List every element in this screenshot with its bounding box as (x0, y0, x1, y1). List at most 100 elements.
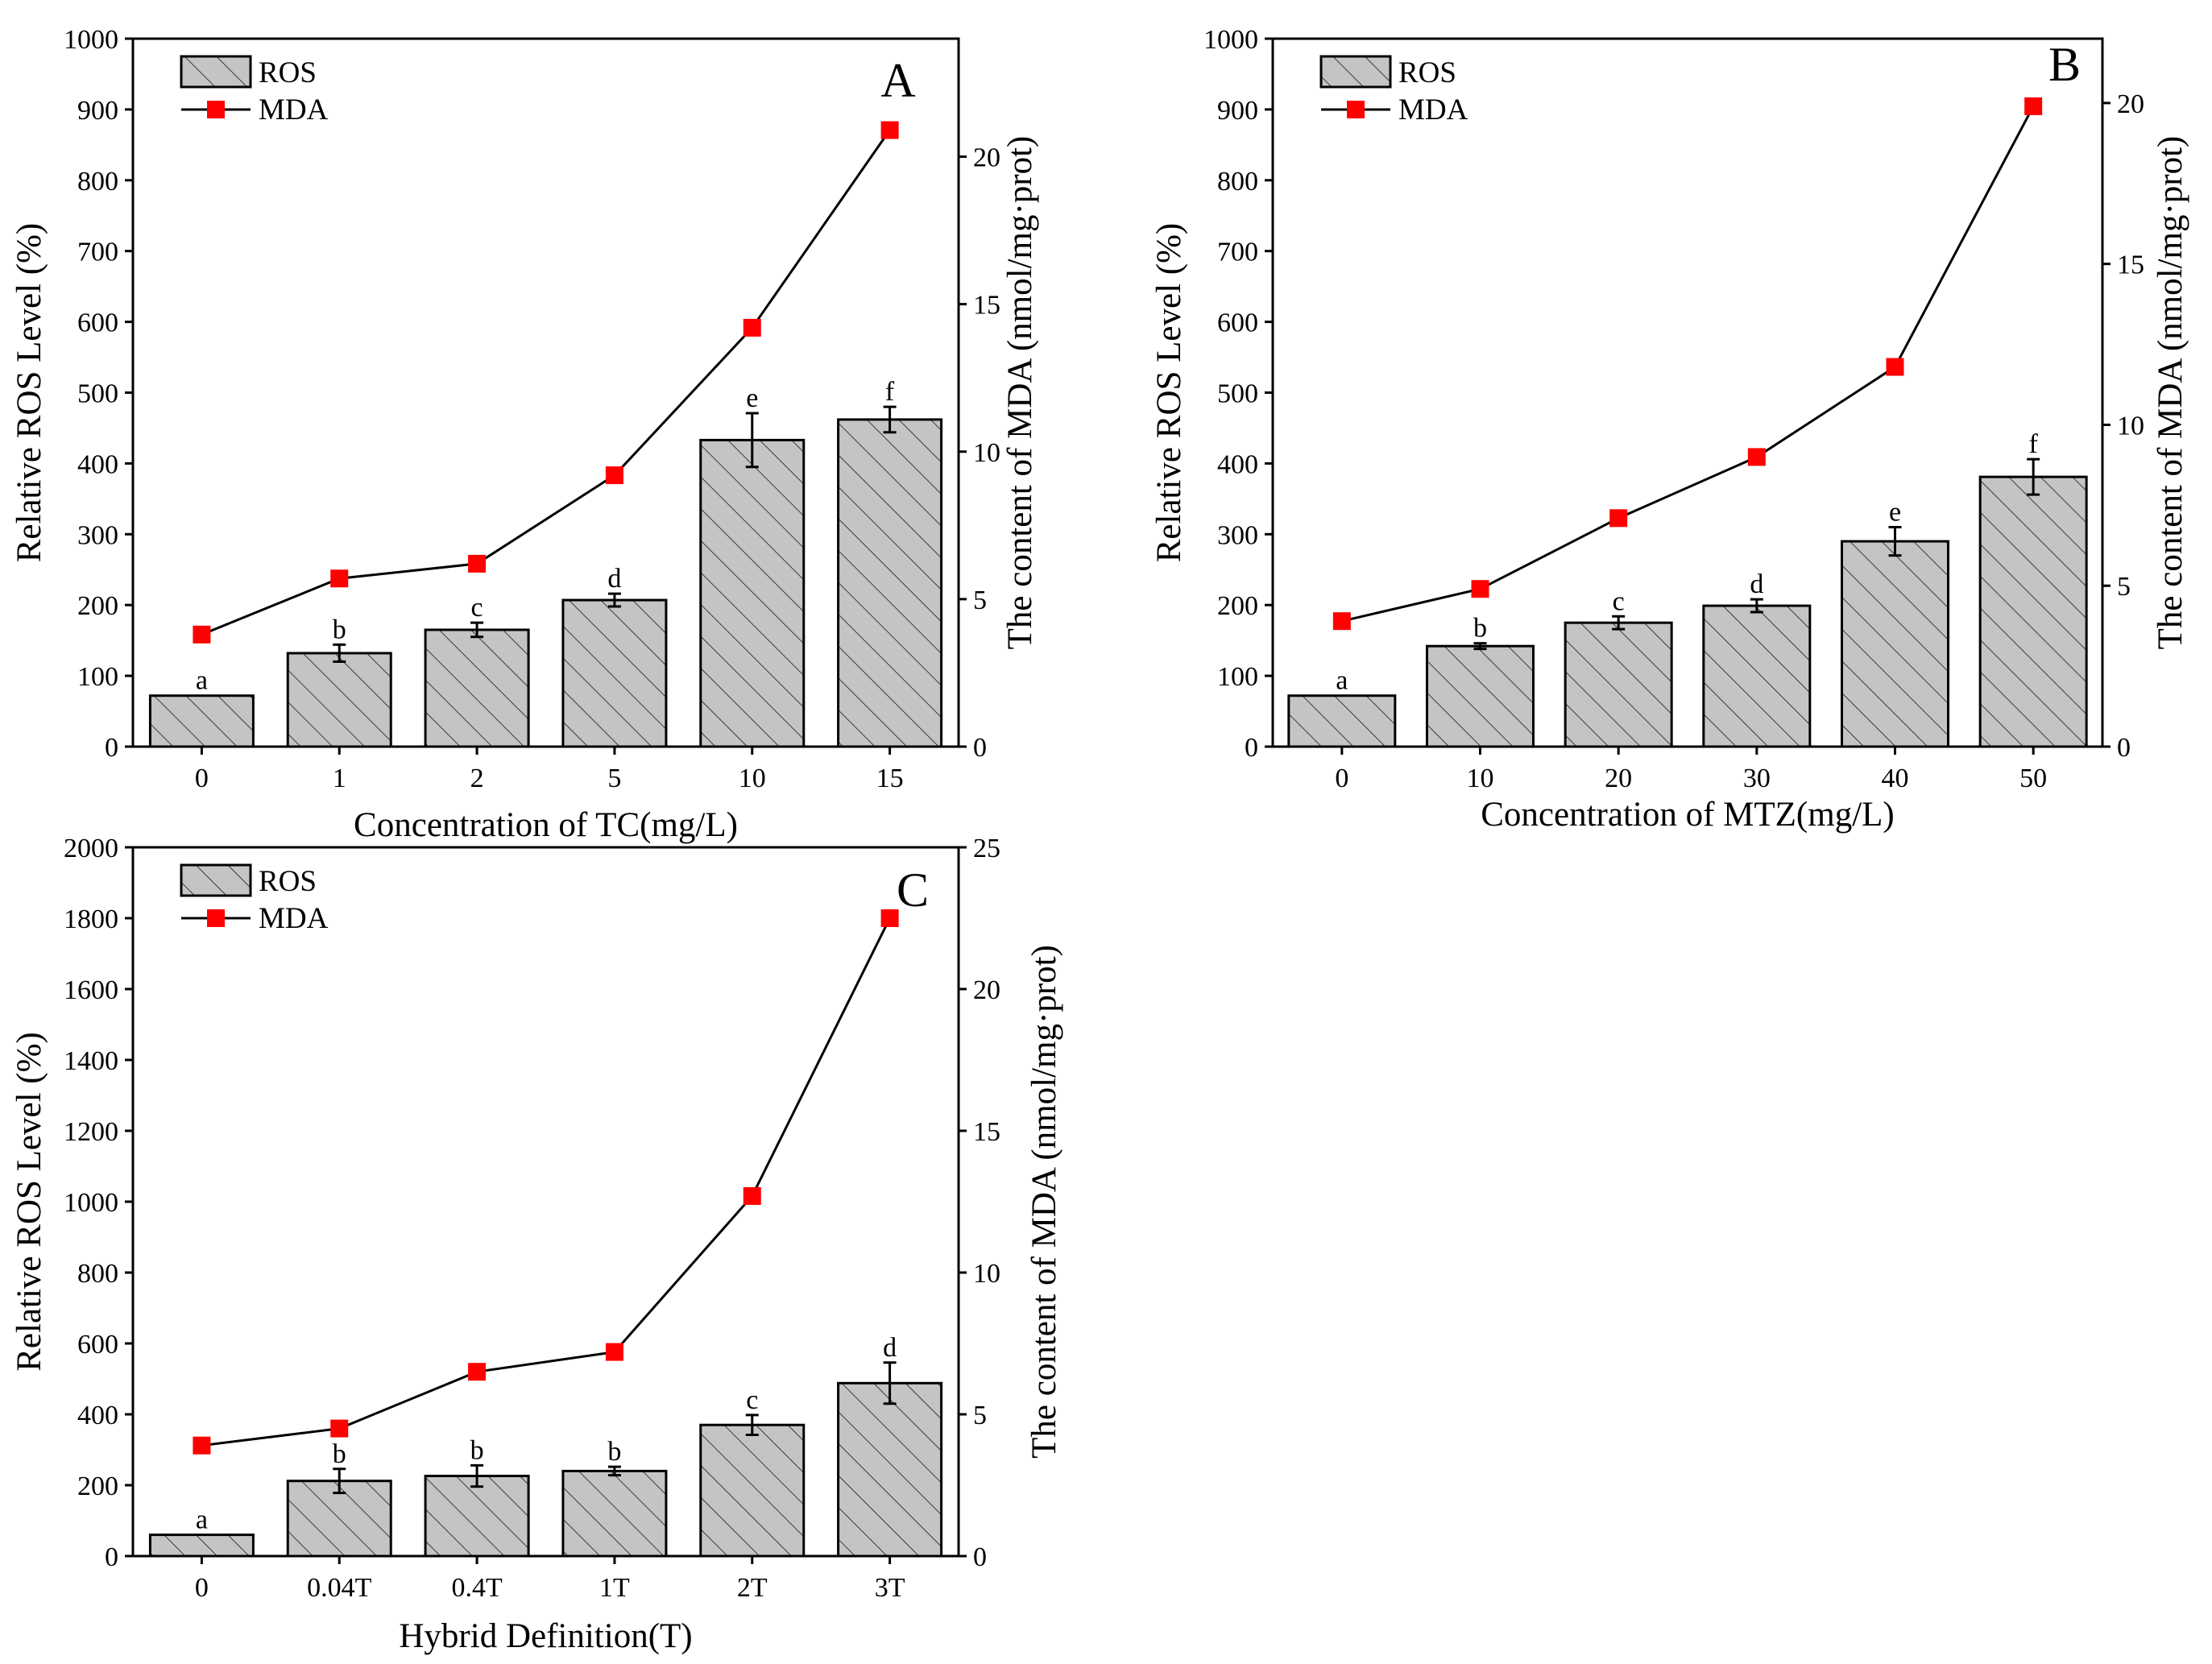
x-tick-label: 0 (1335, 764, 1348, 793)
legend-mda-marker (1347, 101, 1365, 118)
ros-bar (561, 598, 668, 748)
x-tick-label: 0.04T (307, 1573, 372, 1603)
x-tick-label: 15 (876, 764, 904, 793)
significance-letter: c (1613, 586, 1625, 616)
ros-bar (837, 418, 943, 748)
y-tick-label: 1000 (1203, 25, 1258, 55)
legend-mda-marker (207, 101, 225, 118)
x-tick-label: 10 (739, 764, 766, 793)
panel-c-chart: 0200400600800100012001400160018002000051… (10, 834, 1063, 1655)
mda-marker (1332, 612, 1351, 631)
legend-mda-label: MDA (259, 902, 329, 935)
y2-tick-label: 10 (973, 438, 1000, 468)
y-tick-label: 900 (77, 96, 118, 126)
y2-tick-label: 15 (973, 1117, 1000, 1147)
y2-axis-title: The content of MDA (nmol/mg·prot) (1001, 136, 1039, 650)
significance-letter: d (607, 564, 621, 594)
significance-letter: a (196, 1505, 208, 1535)
mda-marker (1886, 358, 1904, 376)
mda-line (1341, 106, 2035, 623)
plot-frame (131, 37, 960, 748)
x-axis-title: Concentration of MTZ(mg/L) (1481, 796, 1894, 834)
significance-letter: f (2029, 429, 2039, 459)
significance-letter: f (885, 377, 895, 407)
mda-marker (468, 1363, 487, 1381)
x-tick-label: 0.4T (451, 1573, 503, 1603)
ros-bar (1702, 604, 1812, 748)
significance-letter: b (1473, 614, 1487, 644)
mda-marker (1609, 509, 1628, 528)
y2-tick-label: 5 (973, 586, 987, 615)
x-axis-title: Concentration of TC(mg/L) (354, 806, 738, 844)
plot-frame (131, 846, 960, 1558)
y2-tick-label: 15 (2117, 250, 2144, 280)
y2-tick-label: 10 (973, 1259, 1000, 1289)
ros-bar (837, 1381, 943, 1558)
y-tick-label: 0 (105, 1542, 118, 1572)
y-tick-label: 500 (77, 379, 118, 409)
y2-tick-label: 5 (973, 1401, 987, 1430)
mda-marker (1747, 448, 1766, 466)
mda-marker (743, 318, 761, 337)
legend-ros-label: ROS (259, 56, 317, 89)
mda-marker (880, 121, 899, 139)
y-tick-label: 800 (1217, 167, 1258, 197)
y2-tick-label: 0 (973, 1542, 987, 1572)
y-tick-label: 300 (77, 520, 118, 550)
y-tick-label: 0 (1245, 733, 1258, 763)
legend-ros-swatch (1319, 55, 1392, 89)
ros-bar (286, 652, 392, 748)
y-tick-label: 2000 (64, 834, 118, 863)
panel-letter: A (880, 54, 915, 107)
panel-letter: C (897, 863, 929, 917)
panel-a-chart: 0100200300400500600700800900100005101520… (10, 25, 1039, 844)
y-tick-label: 700 (77, 238, 118, 267)
mda-marker (1471, 580, 1489, 598)
panel-letter: B (2048, 38, 2081, 91)
legend-mda-label: MDA (259, 93, 329, 126)
x-tick-label: 10 (1467, 764, 1494, 793)
y-tick-label: 600 (1217, 308, 1258, 338)
y-tick-label: 100 (77, 662, 118, 692)
y-tick-label: 1000 (64, 25, 118, 55)
ros-bar (561, 1469, 668, 1558)
ros-bar (699, 438, 806, 748)
significance-letter: b (333, 1439, 346, 1469)
significance-letter: e (746, 383, 758, 413)
x-tick-label: 5 (607, 764, 621, 793)
y-tick-label: 1800 (64, 904, 118, 934)
mda-marker (330, 1419, 349, 1438)
significance-letter: e (1889, 498, 1901, 528)
y-tick-label: 800 (77, 1259, 118, 1289)
x-tick-label: 2 (470, 764, 484, 793)
legend-ros-swatch (180, 863, 252, 897)
significance-letter: a (196, 666, 208, 696)
significance-letter: a (1336, 666, 1348, 696)
ros-bar (1287, 694, 1397, 748)
y-tick-label: 200 (77, 591, 118, 621)
significance-letter: c (746, 1385, 758, 1415)
y2-tick-label: 0 (2117, 733, 2131, 763)
y2-tick-label: 5 (2117, 572, 2131, 602)
y2-tick-label: 25 (973, 834, 1000, 863)
ros-bar (1564, 621, 1673, 748)
x-tick-label: 20 (1605, 764, 1632, 793)
y-tick-label: 600 (77, 308, 118, 338)
y-tick-label: 600 (77, 1330, 118, 1360)
ros-bar (424, 628, 530, 748)
y-axis-title: Relative ROS Level (%) (10, 1032, 48, 1372)
y2-tick-label: 0 (973, 733, 987, 763)
x-tick-label: 0 (195, 764, 209, 793)
legend-ros-label: ROS (1398, 56, 1456, 89)
x-axis-title: Hybrid Definition(T) (399, 1617, 692, 1655)
mda-marker (193, 1436, 211, 1455)
x-tick-label: 40 (1882, 764, 1909, 793)
significance-letter: d (883, 1333, 897, 1363)
mda-marker (743, 1186, 761, 1205)
legend-ros-swatch (180, 55, 252, 89)
ros-bar (1978, 475, 2088, 748)
y-tick-label: 800 (77, 167, 118, 197)
legend-mda-marker (207, 909, 225, 927)
y-axis-title: Relative ROS Level (%) (10, 223, 48, 563)
x-tick-label: 1T (599, 1573, 630, 1603)
